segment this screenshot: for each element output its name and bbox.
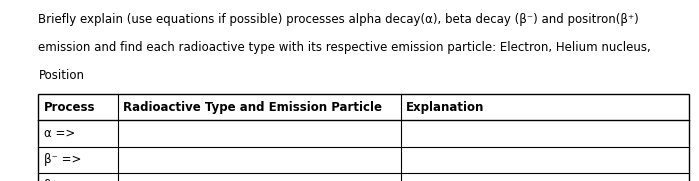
Text: α =>: α =>	[44, 127, 75, 140]
Text: β⁺ =>: β⁺ =>	[44, 180, 81, 181]
Text: Radioactive Type and Emission Particle: Radioactive Type and Emission Particle	[123, 101, 382, 114]
Text: β⁻ =>: β⁻ =>	[44, 153, 81, 166]
Text: Process: Process	[44, 101, 96, 114]
Text: Explanation: Explanation	[406, 101, 484, 114]
Text: Position: Position	[38, 69, 85, 82]
Text: emission and find each radioactive type with its respective emission particle: E: emission and find each radioactive type …	[38, 41, 651, 54]
Bar	[38, 94, 689, 181]
Text: Briefly explain (use equations if possible) processes alpha decay(α), beta decay: Briefly explain (use equations if possib…	[38, 13, 639, 26]
